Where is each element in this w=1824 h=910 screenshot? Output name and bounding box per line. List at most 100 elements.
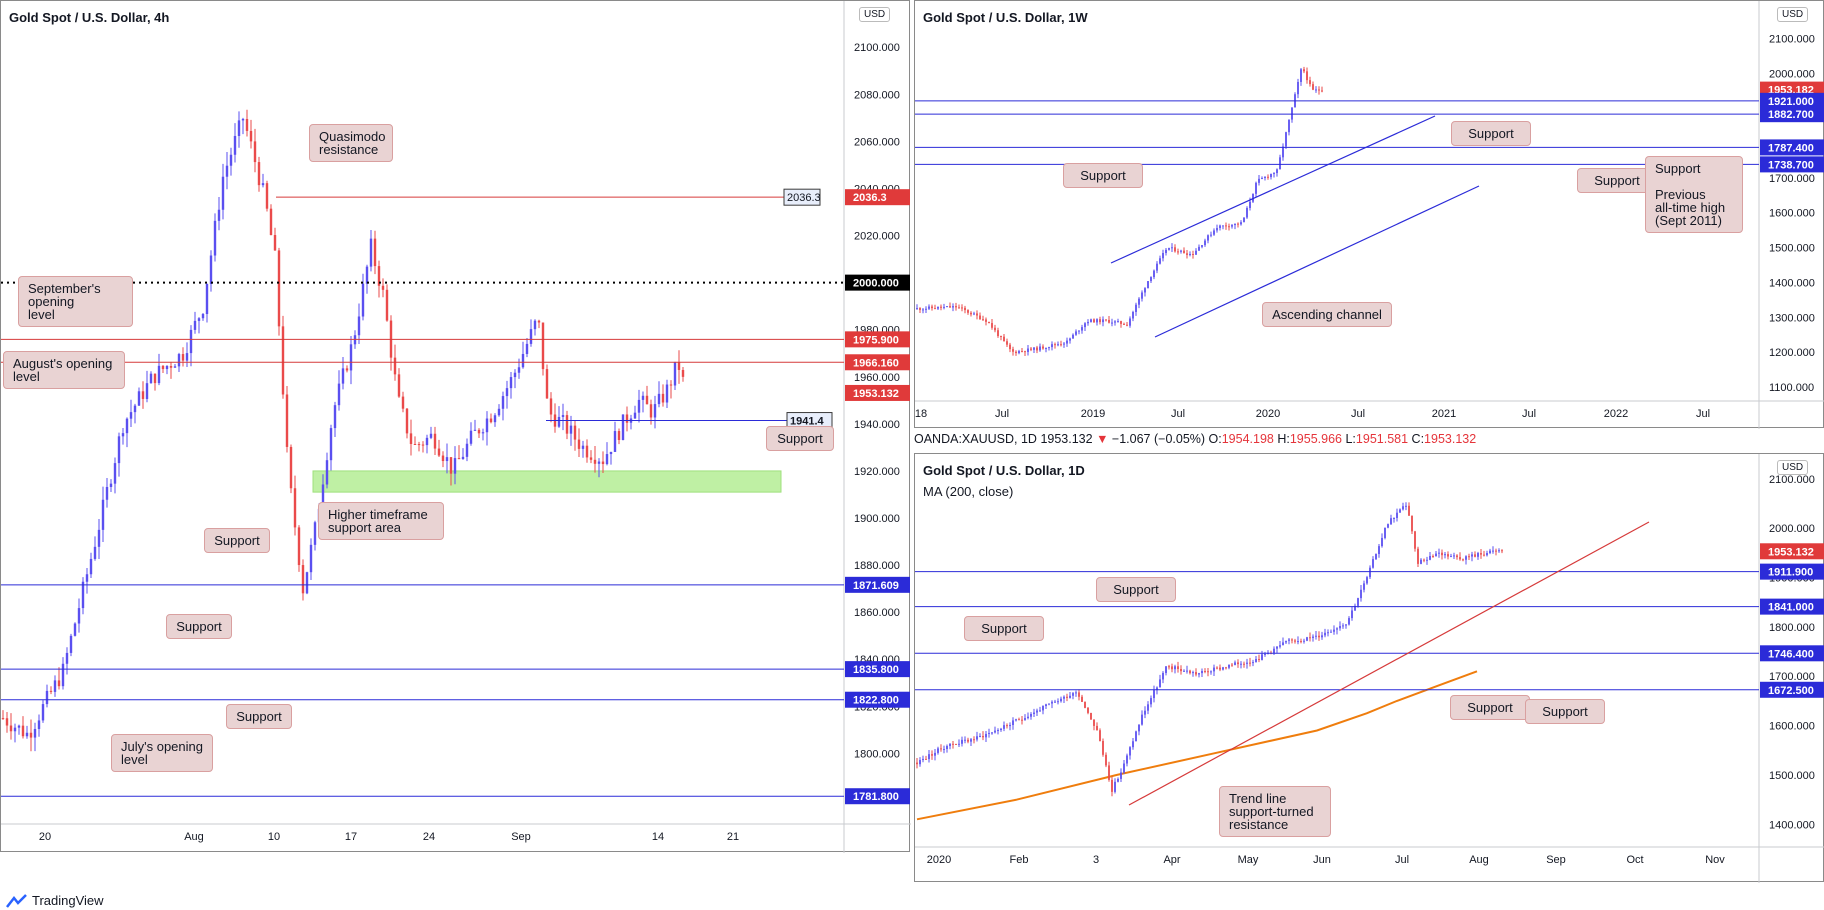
candle-body	[393, 357, 397, 375]
candle-body	[1030, 348, 1032, 350]
candle-body	[1225, 225, 1227, 227]
time-tick-label: Sep	[511, 831, 531, 843]
candle-body	[1183, 250, 1185, 254]
candle-body	[1411, 515, 1413, 532]
candle-body	[477, 429, 481, 434]
annotation-support-1882[interactable]: Support	[1451, 121, 1531, 146]
chart-panel-daily[interactable]: Gold Spot / U.S. Dollar, 1D MA (200, clo…	[914, 453, 1824, 883]
candle-body	[1021, 351, 1023, 353]
candle-body	[321, 484, 325, 509]
candle-body	[1015, 719, 1017, 721]
level-tag-label: 1882.700	[1768, 109, 1814, 121]
candle-body	[1246, 207, 1248, 218]
time-tick-label: 3	[1093, 854, 1099, 866]
annotation-support-1841[interactable]: Support	[964, 616, 1044, 641]
annotation-support-1911[interactable]: Support	[1096, 577, 1176, 602]
candle-body	[1300, 641, 1302, 643]
candle-body	[645, 395, 649, 405]
candle-body	[1093, 719, 1095, 726]
candle-body	[1273, 173, 1275, 175]
chart-weekly-plot[interactable]: 2100.0002000.0001900.0001800.0001700.000…	[915, 1, 1824, 429]
candle-body	[577, 439, 581, 449]
candle-body	[1420, 559, 1422, 564]
candle-body	[297, 527, 301, 566]
candle-body	[621, 414, 625, 440]
candle-body	[1102, 740, 1104, 755]
annotation-support-1871[interactable]: Support	[204, 528, 270, 553]
last-price: 1953.132	[1040, 432, 1093, 446]
currency-badge[interactable]: USD	[1777, 460, 1809, 475]
candle-body	[265, 183, 269, 209]
candle-body	[1252, 193, 1254, 202]
level-tag-bg	[1760, 106, 1824, 123]
candle-body	[1276, 169, 1278, 174]
candle-body	[1096, 319, 1098, 323]
candle-body	[1306, 71, 1308, 81]
candle-body	[425, 437, 429, 446]
candle-body	[401, 396, 405, 409]
annotation-support-1746[interactable]: Support	[1450, 695, 1530, 720]
candle-body	[1192, 672, 1194, 674]
chart-panel-weekly[interactable]: Gold Spot / U.S. Dollar, 1W USD 2100.000…	[914, 0, 1824, 429]
candle-body	[1054, 344, 1056, 346]
candle-body	[481, 432, 485, 434]
candle-body	[1018, 719, 1020, 721]
candle-body	[1339, 626, 1341, 629]
currency-badge[interactable]: USD	[1777, 7, 1809, 22]
candle-body	[976, 736, 978, 740]
candle-body	[952, 306, 954, 308]
annotation-support-1672[interactable]: Support	[1525, 699, 1605, 724]
level-tag-bg	[1760, 139, 1824, 156]
candle-body	[1021, 719, 1023, 721]
candle-body	[137, 391, 141, 406]
candle-body	[237, 120, 241, 136]
annotation-support-1787[interactable]: Support	[1063, 163, 1143, 188]
annotation-september-opening-level[interactable]: September's opening level	[18, 276, 133, 327]
symbol-name[interactable]: OANDA:XAUUSD, 1D	[914, 432, 1037, 446]
annotation-trend-line-support-turned-resistance[interactable]: Trend line support-turned resistance	[1219, 786, 1331, 837]
candle-body	[1426, 559, 1428, 561]
annotation-higher-timeframe-support-area[interactable]: Higher timeframe support area	[318, 502, 444, 540]
annotation-quasimodo-resistance[interactable]: Quasimodo resistance	[309, 124, 393, 162]
candle-body	[1036, 710, 1038, 713]
candle-body	[1366, 577, 1368, 584]
close-value: 1953.132	[1424, 432, 1477, 446]
candle-body	[1297, 641, 1299, 643]
level-tag-bg	[845, 691, 910, 708]
candle-body	[193, 320, 197, 330]
candle-body	[1024, 351, 1026, 353]
annotation-august-opening-level[interactable]: August's opening level	[3, 351, 125, 389]
candle-body	[1417, 548, 1419, 564]
price-tick-label: 2020.000	[854, 231, 900, 243]
candle-body	[485, 418, 489, 433]
currency-badge[interactable]: USD	[859, 7, 891, 22]
candle-body	[121, 433, 125, 437]
annotation-july-opening-level[interactable]: July's opening level	[111, 734, 213, 772]
candle-body	[997, 330, 999, 337]
candle-body	[1072, 693, 1074, 696]
price-tick-label: 1900.000	[854, 513, 900, 525]
candle-body	[964, 307, 966, 311]
annotation-support-1822[interactable]: Support	[226, 704, 292, 729]
candle-body	[1072, 334, 1074, 339]
chart-panel-4h[interactable]: Gold Spot / U.S. Dollar, 4h USD 2100.000…	[0, 0, 911, 853]
candle-body	[453, 458, 457, 474]
candle-body	[1078, 330, 1080, 332]
chart-daily-plot[interactable]: 2100.0002000.0001900.0001800.0001700.000…	[915, 454, 1824, 883]
candle-body	[341, 368, 345, 384]
annotation-support-1941[interactable]: Support	[766, 426, 834, 451]
tradingview-logo[interactable]: TradingView	[6, 893, 104, 908]
chart-4h-plot[interactable]: 2100.0002080.0002060.0002040.0002020.000…	[1, 1, 911, 853]
annotation-support-1835[interactable]: Support	[166, 614, 232, 639]
trend-line	[1128, 521, 1650, 806]
candle-body	[1063, 696, 1065, 699]
annotation-ascending-channel[interactable]: Ascending channel	[1262, 302, 1392, 327]
candle-body	[1144, 288, 1146, 293]
indicator-label[interactable]: MA (200, close)	[923, 484, 1014, 499]
level-tag-label: 1911.900	[1768, 567, 1813, 579]
candle-body	[1264, 653, 1266, 655]
price-tick-label: 2000.000	[1769, 523, 1815, 535]
level-tag-bg	[1760, 156, 1824, 173]
candle-body	[513, 372, 517, 378]
annotation-support-previous-ath[interactable]: Support Previous all-time high (Sept 201…	[1645, 156, 1743, 233]
